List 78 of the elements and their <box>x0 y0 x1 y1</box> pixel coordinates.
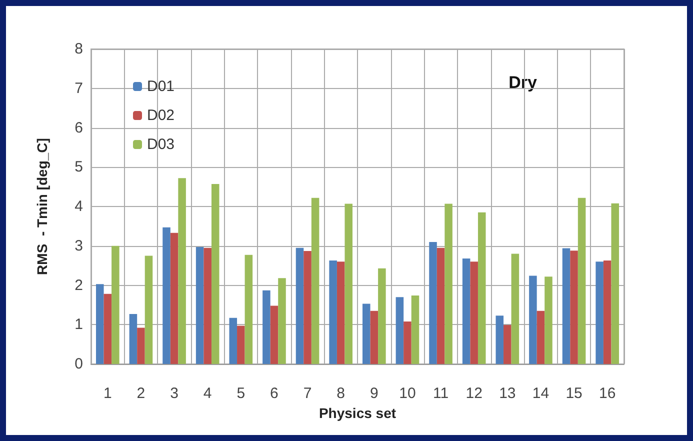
bar <box>570 250 578 364</box>
x-tick-label: 11 <box>432 385 449 402</box>
x-tick-label: 9 <box>370 385 378 402</box>
bar <box>204 248 212 364</box>
bar <box>529 276 537 364</box>
y-tick-label: 1 <box>74 316 83 334</box>
bar <box>270 306 278 364</box>
bar <box>444 204 452 364</box>
bar <box>378 268 386 364</box>
bar <box>611 203 620 364</box>
x-tick-label: 10 <box>399 385 416 402</box>
x-tick-label: 16 <box>599 385 616 402</box>
bar <box>262 290 270 364</box>
bar <box>396 297 404 364</box>
bar <box>470 262 478 364</box>
x-tick-label: 5 <box>236 385 246 402</box>
x-tick-label: 13 <box>499 385 516 402</box>
bar <box>536 310 545 364</box>
bar <box>504 325 512 364</box>
bar <box>129 314 138 364</box>
bar <box>237 326 245 364</box>
legend-label: D02 <box>147 107 175 124</box>
bar <box>429 242 437 364</box>
y-tick-label: 4 <box>74 198 83 215</box>
x-tick-label: 6 <box>270 385 278 402</box>
y-tick-label: 8 <box>74 40 83 58</box>
y-tick-label: 2 <box>74 276 83 294</box>
bar <box>562 248 570 364</box>
bar <box>162 227 170 364</box>
x-tick-label: 2 <box>136 385 146 402</box>
y-axis-title: RMS - Tmin [deg_C] <box>34 138 50 275</box>
bar <box>112 246 120 364</box>
y-tick-label: 6 <box>74 119 83 136</box>
x-tick-label: 1 <box>103 385 112 402</box>
y-tick-label: 0 <box>74 356 83 372</box>
bar <box>170 232 178 364</box>
y-tick-label: 7 <box>74 80 83 97</box>
bar <box>96 284 104 364</box>
bar <box>178 178 186 364</box>
bar <box>211 184 220 364</box>
x-axis-title: Physics set <box>318 404 396 421</box>
y-tick-label: 3 <box>74 237 83 254</box>
x-tick-label: 8 <box>336 385 346 402</box>
bar <box>311 198 320 364</box>
bar <box>404 321 412 364</box>
bar <box>370 310 378 364</box>
bar <box>496 316 504 364</box>
bar <box>329 260 337 364</box>
bar <box>411 295 420 364</box>
bar <box>436 248 445 364</box>
bar <box>304 250 312 364</box>
bar <box>278 278 286 364</box>
bar <box>596 262 604 364</box>
bar <box>511 254 520 364</box>
bar <box>478 212 486 364</box>
bar <box>544 276 552 364</box>
legend-label: D03 <box>147 136 175 153</box>
bar <box>336 262 345 364</box>
bar <box>296 248 304 364</box>
bar <box>144 256 153 364</box>
x-tick-label: 3 <box>170 385 178 402</box>
bar <box>229 318 238 364</box>
bar <box>462 258 470 364</box>
x-tick-label: 14 <box>532 385 550 402</box>
bar <box>104 294 112 364</box>
bar <box>603 260 612 364</box>
legend-label: D01 <box>147 78 175 95</box>
x-tick-label: 4 <box>203 385 212 402</box>
bar <box>196 247 204 364</box>
bar <box>137 328 145 364</box>
x-tick-label: 15 <box>566 385 582 402</box>
bar <box>362 304 370 364</box>
y-tick-label: 5 <box>74 158 83 176</box>
x-tick-label: 12 <box>466 385 482 402</box>
bar <box>578 198 586 364</box>
bar <box>344 204 353 364</box>
bar <box>244 254 253 364</box>
x-tick-label: 7 <box>303 385 312 402</box>
